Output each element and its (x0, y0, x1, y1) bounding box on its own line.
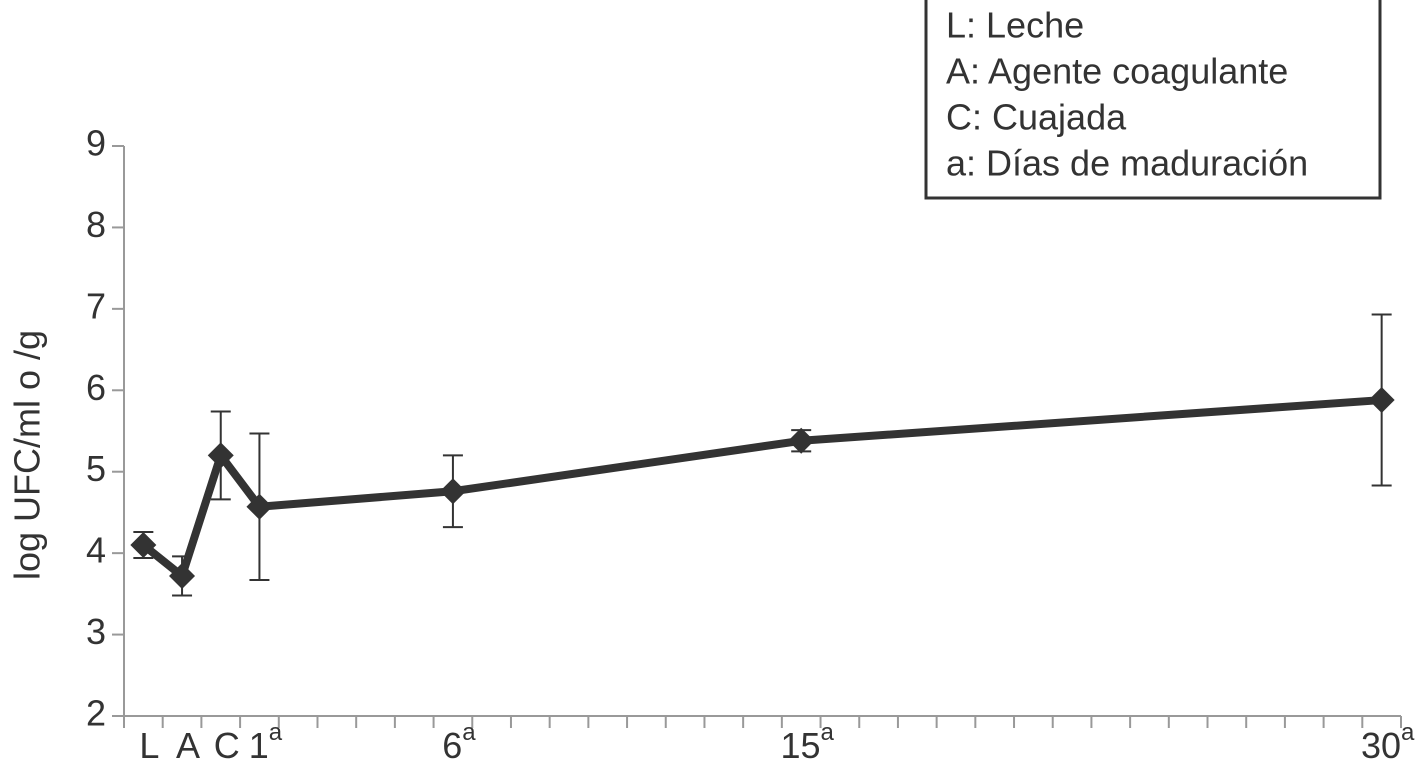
data-marker (169, 562, 196, 589)
x-tick-text: 6 (442, 725, 462, 766)
x-tick-label: A (176, 725, 200, 766)
data-marker (130, 532, 157, 558)
x-tick-label: 30a (1361, 719, 1415, 765)
x-tick-superscript: a (1401, 719, 1415, 746)
x-tick-label: 15a (780, 719, 834, 765)
y-tick-label: 9 (86, 123, 106, 164)
x-tick-label: L (139, 725, 159, 766)
x-tick-text: 1 (249, 725, 269, 766)
legend-note: L: Leche (946, 5, 1084, 46)
x-tick-label: 6a (442, 719, 476, 765)
y-tick-label: 4 (86, 530, 106, 571)
data-marker (207, 442, 234, 469)
data-marker (246, 493, 273, 520)
y-tick-label: 8 (86, 204, 106, 245)
data-marker (439, 478, 466, 505)
y-tick-label: 5 (86, 448, 106, 489)
x-tick-text: 15 (780, 725, 820, 766)
y-tick-label: 7 (86, 285, 106, 326)
legend-note: C: Cuajada (946, 97, 1127, 138)
y-tick-label: 3 (86, 611, 106, 652)
x-tick-superscript: a (462, 719, 476, 746)
x-tick-text: L (139, 725, 159, 766)
x-tick-label: C (214, 725, 240, 766)
x-tick-text: 30 (1361, 725, 1401, 766)
x-tick-text: C (214, 725, 240, 766)
x-tick-superscript: a (269, 719, 283, 746)
y-axis-label: log UFC/ml o /g (7, 330, 48, 580)
y-tick-label: 2 (86, 693, 106, 734)
data-marker (788, 427, 815, 454)
x-tick-label: 1a (249, 719, 283, 765)
legend-note: a: Días de maduración (946, 143, 1308, 184)
y-tick-label: 6 (86, 367, 106, 408)
x-tick-superscript: a (821, 719, 835, 746)
legend-note: A: Agente coagulante (946, 51, 1288, 92)
x-tick-text: A (176, 725, 200, 766)
data-line (140, 396, 1382, 580)
data-marker (1368, 387, 1395, 414)
legend-box (924, 0, 1382, 200)
